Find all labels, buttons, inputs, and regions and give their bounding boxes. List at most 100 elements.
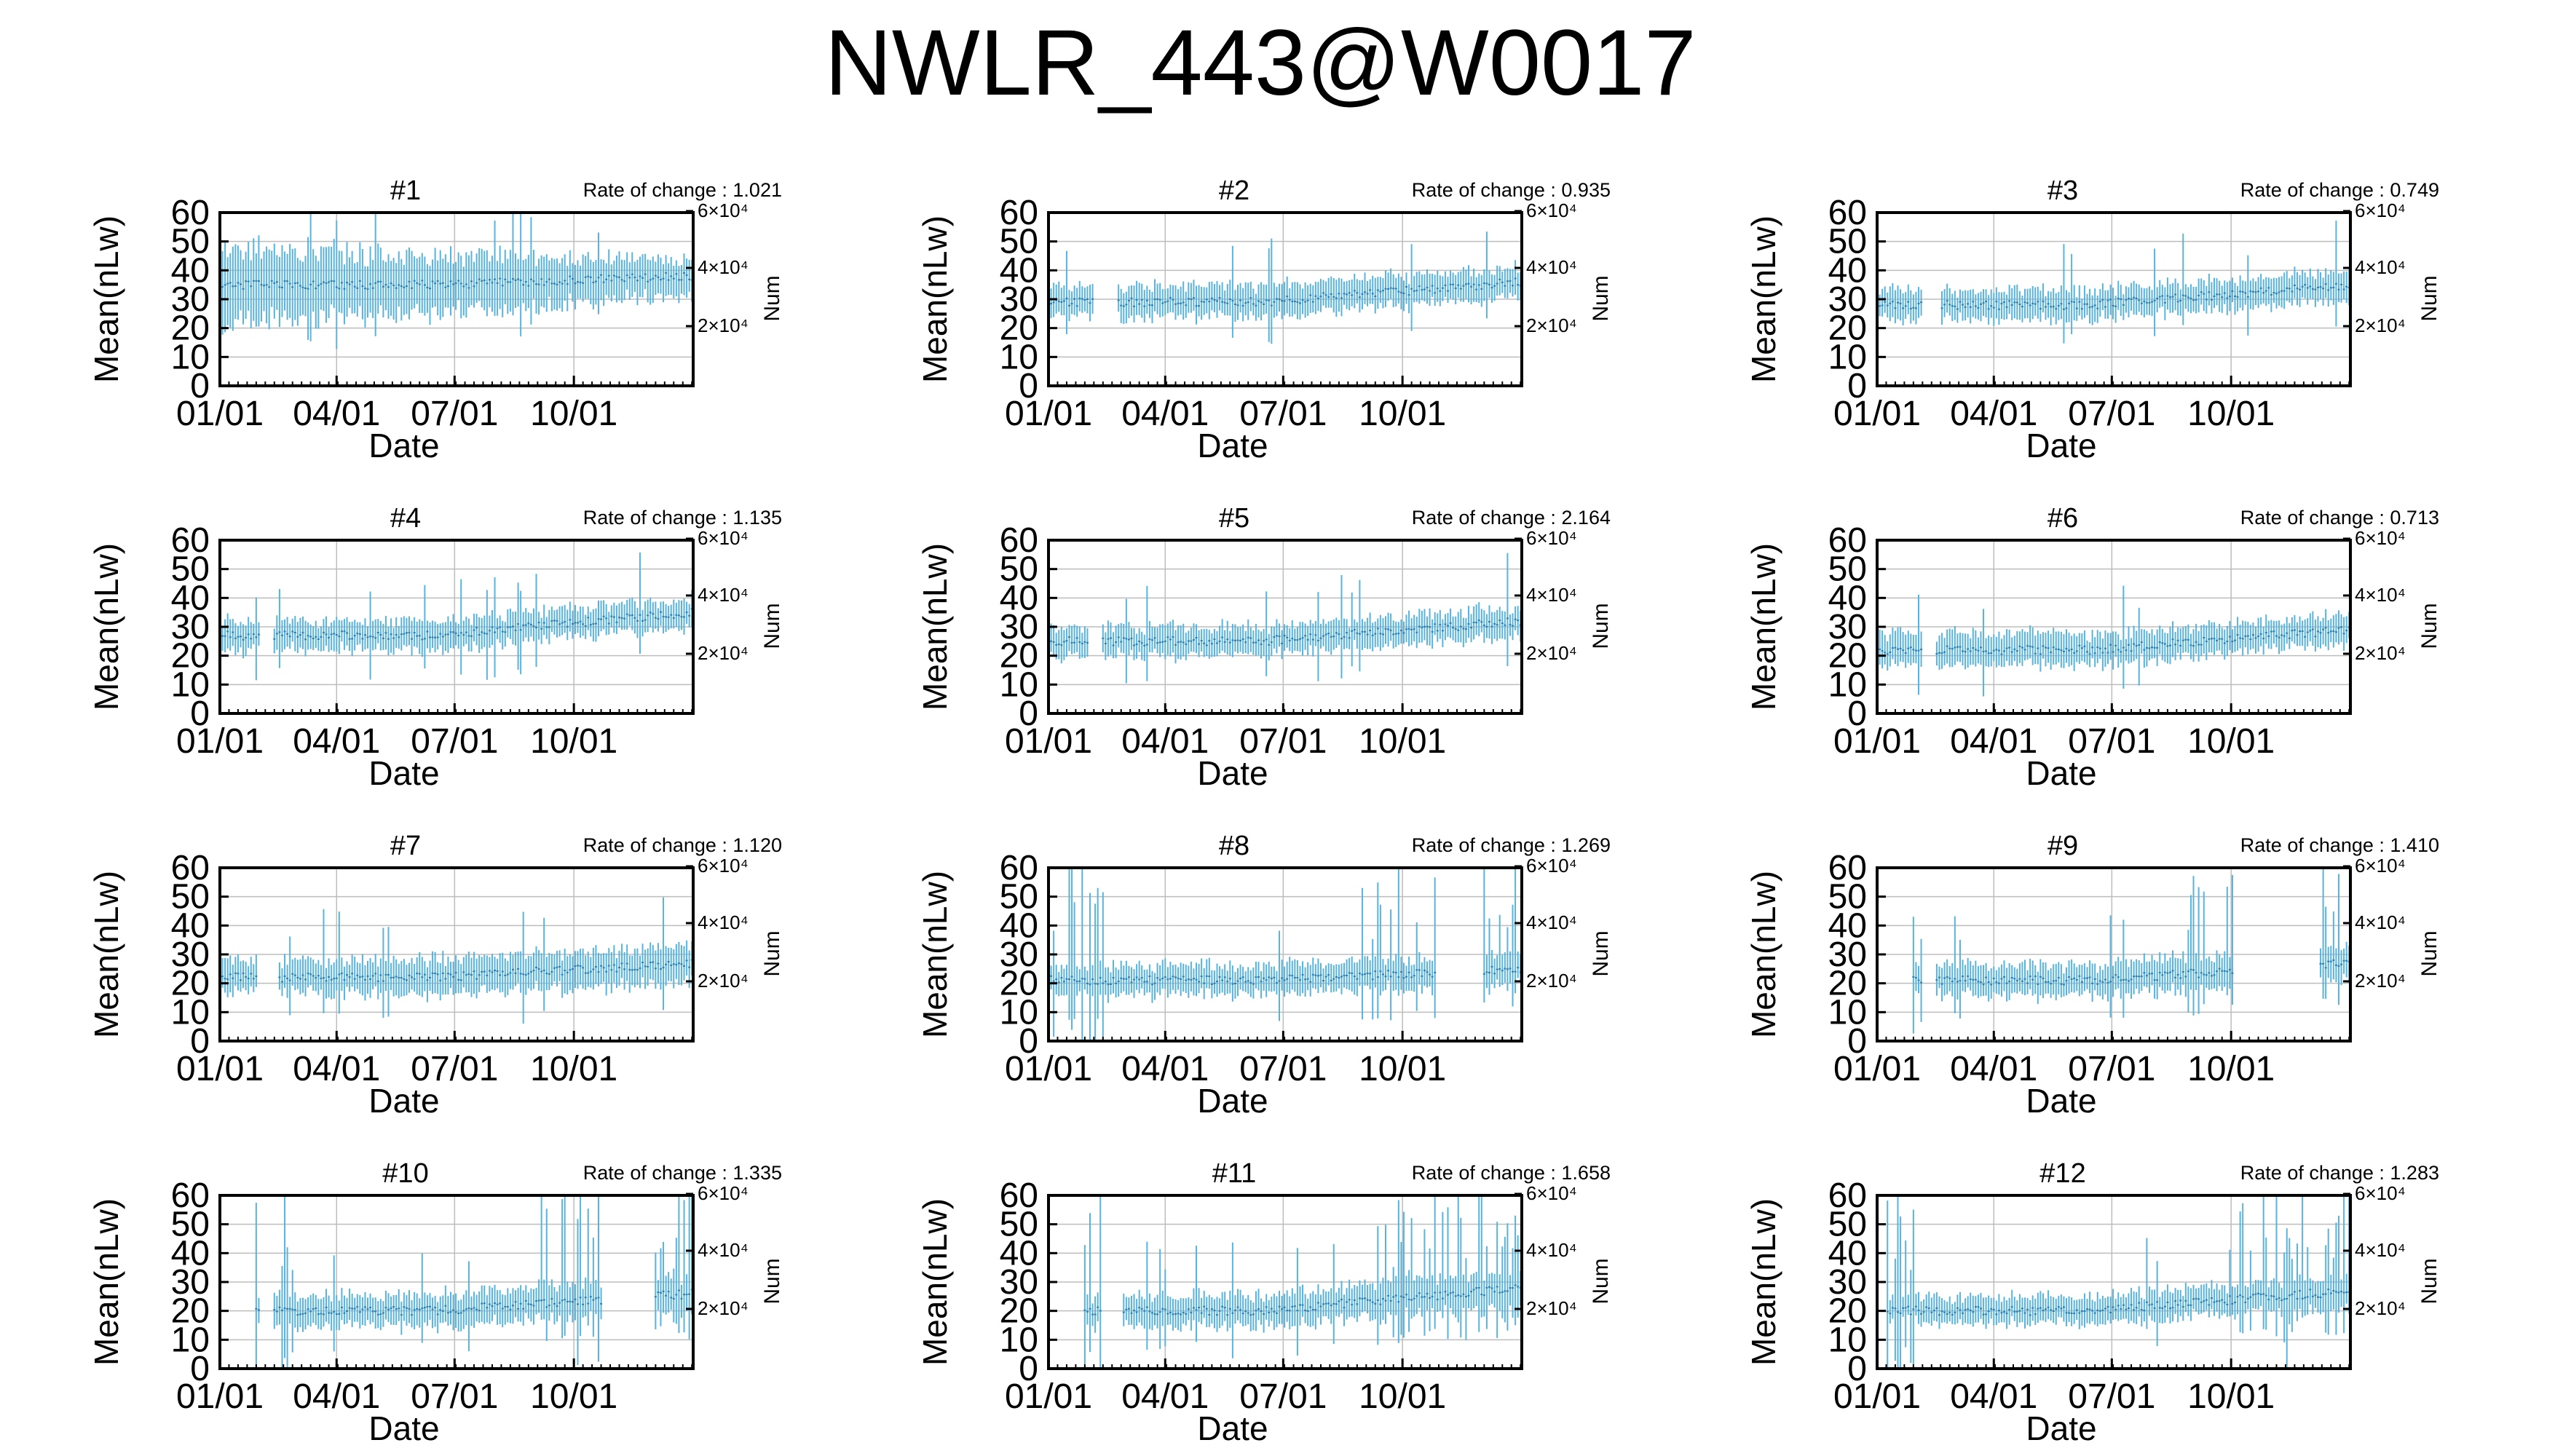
y-tick-label: 60 bbox=[1828, 521, 1867, 560]
x-axis-label: Date bbox=[368, 427, 439, 464]
y-tick-label: 10 bbox=[171, 665, 210, 704]
y2-tick-label: 2×10⁴ bbox=[1526, 970, 1577, 992]
y-axis-label: Mean(nLw) bbox=[1745, 215, 1782, 383]
series-errorbars bbox=[1047, 868, 1522, 1041]
y2-tick-label: 6×10⁴ bbox=[2355, 199, 2406, 221]
y-tick-label: 40 bbox=[1000, 251, 1038, 290]
series-errorbars bbox=[1083, 1195, 1522, 1369]
series-errorbars bbox=[1876, 221, 2350, 344]
rate-of-change-label: Rate of change : 0.935 bbox=[1412, 179, 1611, 201]
panel-title: #8 bbox=[1219, 831, 1249, 861]
y2-axis-label: Num bbox=[2417, 930, 2441, 976]
y2-tick-label: 2×10⁴ bbox=[2355, 970, 2406, 992]
panel-title: #6 bbox=[2047, 503, 2078, 534]
x-tick-label: 01/01 bbox=[1833, 722, 1921, 761]
y2-axis-label: Num bbox=[760, 603, 784, 649]
y2-tick-label: 2×10⁴ bbox=[698, 970, 749, 992]
rate-of-change-label: Rate of change : 1.135 bbox=[583, 507, 782, 529]
y2-axis-label: Num bbox=[760, 1258, 784, 1304]
y2-tick-label: 6×10⁴ bbox=[1526, 199, 1577, 221]
x-tick-label: 07/01 bbox=[1239, 1377, 1327, 1416]
x-tick-label: 01/01 bbox=[176, 1050, 264, 1088]
y-tick-label: 30 bbox=[171, 935, 210, 974]
y-tick-label: 0 bbox=[1847, 367, 1867, 405]
y2-axis-label: Num bbox=[1589, 930, 1613, 976]
x-tick-label: 07/01 bbox=[1239, 395, 1327, 433]
y-tick-label: 20 bbox=[1000, 1292, 1038, 1331]
y-tick-label: 30 bbox=[171, 280, 210, 319]
x-tick-label: 07/01 bbox=[1239, 722, 1327, 761]
y-tick-label: 50 bbox=[171, 550, 210, 589]
y-tick-label: 10 bbox=[171, 338, 210, 376]
x-tick-label: 01/01 bbox=[1833, 395, 1921, 433]
y-tick-label: 20 bbox=[1828, 965, 1867, 1003]
y-axis-label: Mean(nLw) bbox=[916, 1198, 954, 1366]
y-tick-label: 20 bbox=[171, 309, 210, 348]
x-tick-label: 01/01 bbox=[176, 1377, 264, 1416]
x-tick-label: 07/01 bbox=[411, 1377, 498, 1416]
y-axis-label: Mean(nLw) bbox=[1745, 543, 1782, 711]
y-tick-label: 10 bbox=[1828, 665, 1867, 704]
y2-tick-label: 6×10⁴ bbox=[698, 199, 749, 221]
x-tick-label: 10/01 bbox=[530, 1050, 617, 1088]
rate-of-change-label: Rate of change : 1.410 bbox=[2240, 834, 2439, 856]
y-tick-label: 20 bbox=[1000, 637, 1038, 676]
x-tick-label: 01/01 bbox=[1005, 395, 1092, 433]
y-tick-label: 60 bbox=[1000, 194, 1038, 232]
panel-title: #11 bbox=[1212, 1158, 1257, 1189]
x-tick-label: 01/01 bbox=[1005, 1050, 1092, 1088]
x-tick-label: 07/01 bbox=[411, 395, 498, 433]
y-axis-label: Mean(nLw) bbox=[87, 871, 125, 1038]
y-tick-label: 50 bbox=[1000, 1206, 1038, 1244]
y2-tick-label: 4×10⁴ bbox=[698, 1239, 749, 1261]
x-tick-label: 01/01 bbox=[1005, 1377, 1092, 1416]
y-tick-label: 10 bbox=[1828, 993, 1867, 1032]
y-tick-label: 40 bbox=[171, 579, 210, 617]
y2-tick-label: 4×10⁴ bbox=[698, 256, 749, 278]
y2-tick-label: 4×10⁴ bbox=[1526, 1239, 1577, 1261]
y-tick-label: 40 bbox=[1828, 579, 1867, 617]
x-tick-label: 04/01 bbox=[293, 722, 380, 761]
y-tick-label: 20 bbox=[171, 965, 210, 1003]
y-tick-label: 30 bbox=[1000, 935, 1038, 974]
y2-tick-label: 6×10⁴ bbox=[2355, 855, 2406, 877]
y-tick-label: 0 bbox=[1847, 695, 1867, 733]
y-tick-label: 60 bbox=[1000, 521, 1038, 560]
panel-title: #9 bbox=[2047, 831, 2078, 861]
y-tick-label: 20 bbox=[171, 637, 210, 676]
y-tick-label: 30 bbox=[1000, 608, 1038, 646]
y2-tick-label: 4×10⁴ bbox=[2355, 256, 2406, 278]
x-axis-label: Date bbox=[1197, 1409, 1268, 1447]
y-tick-label: 30 bbox=[1000, 280, 1038, 319]
y-axis-label: Mean(nLw) bbox=[87, 543, 125, 711]
y-tick-label: 10 bbox=[1000, 993, 1038, 1032]
series-errorbars bbox=[255, 1195, 693, 1368]
y-tick-label: 0 bbox=[190, 1022, 210, 1061]
x-axis-label: Date bbox=[2026, 754, 2096, 792]
y-tick-label: 30 bbox=[171, 1263, 210, 1302]
y-tick-label: 0 bbox=[1847, 1022, 1867, 1061]
x-tick-label: 10/01 bbox=[1359, 1377, 1446, 1416]
y-tick-label: 10 bbox=[171, 1321, 210, 1359]
x-axis-label: Date bbox=[2026, 427, 2096, 464]
y-tick-label: 0 bbox=[1019, 1022, 1038, 1061]
series-errorbars bbox=[218, 897, 693, 1024]
rate-of-change-label: Rate of change : 0.713 bbox=[2240, 507, 2439, 529]
y-tick-label: 50 bbox=[1828, 223, 1867, 261]
y2-tick-label: 2×10⁴ bbox=[1526, 1297, 1577, 1319]
y-tick-label: 10 bbox=[171, 993, 210, 1032]
y2-tick-label: 2×10⁴ bbox=[698, 314, 749, 336]
x-tick-label: 04/01 bbox=[1950, 395, 2037, 433]
y-tick-label: 30 bbox=[1828, 280, 1867, 319]
y2-tick-label: 6×10⁴ bbox=[1526, 527, 1577, 549]
y-tick-label: 50 bbox=[171, 1206, 210, 1244]
y2-tick-label: 6×10⁴ bbox=[698, 1182, 749, 1204]
y-axis-label: Mean(nLw) bbox=[87, 215, 125, 383]
y-tick-label: 0 bbox=[1019, 695, 1038, 733]
